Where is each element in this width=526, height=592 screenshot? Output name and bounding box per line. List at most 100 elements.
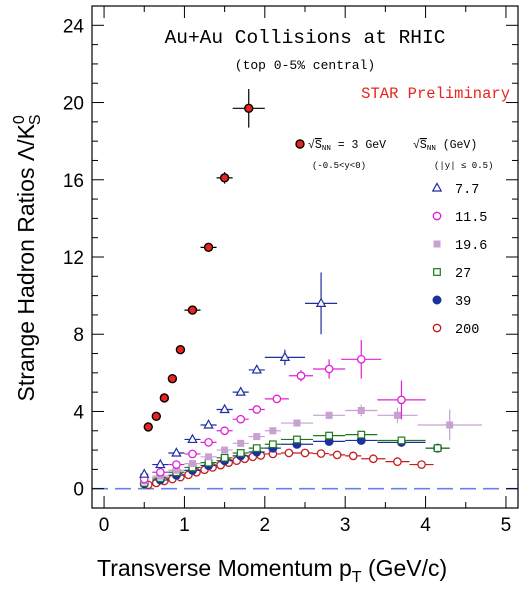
y-tick-label: 20 <box>63 94 84 115</box>
data-point <box>167 373 178 384</box>
x-axis-label: Transverse Momentum pT (GeV/c) <box>97 555 447 586</box>
star-preliminary-label: STAR Preliminary <box>361 85 510 103</box>
data-point <box>272 394 282 404</box>
x-tick-label: 1 <box>179 515 190 536</box>
x-tick-label: 3 <box>340 515 351 536</box>
y-tick-label: 12 <box>63 248 84 269</box>
x-tick-label: 5 <box>501 515 512 536</box>
legend-header-rapidity: (|y| ≤ 0.5) <box>434 161 493 171</box>
legend-entry-39: 39 <box>432 295 471 310</box>
y-tick-label: 0 <box>73 480 84 501</box>
data-point <box>348 451 358 461</box>
legend-marker-200 <box>432 323 442 333</box>
data-point <box>284 448 294 458</box>
data-point <box>220 453 229 462</box>
data-point <box>332 450 342 460</box>
legend-marker-3gev <box>295 139 305 149</box>
data-point <box>220 426 229 436</box>
data-point <box>204 438 213 447</box>
series-3-gev <box>143 89 265 432</box>
chart-title: Au+Au Collisions at RHIC <box>165 27 446 49</box>
legend-label-11-5: 11.5 <box>455 211 487 226</box>
legend-marker-27 <box>433 268 441 276</box>
data-point <box>155 458 166 469</box>
series-200 <box>143 448 434 490</box>
legend-entries: 7.7 11.5 19.6 27 39 200 <box>431 182 487 338</box>
data-point <box>187 305 198 315</box>
data-point <box>252 405 262 414</box>
y-tick-label: 16 <box>63 171 84 192</box>
data-point <box>325 431 334 440</box>
data-point <box>279 351 291 361</box>
data-point <box>253 433 261 441</box>
legend-marker-19-6 <box>433 240 441 248</box>
data-point <box>397 436 406 445</box>
data-point <box>235 386 246 396</box>
data-point <box>236 449 245 457</box>
data-points <box>139 89 482 490</box>
data-point <box>159 393 170 403</box>
data-point <box>139 468 150 478</box>
x-tick-label: 2 <box>260 515 271 536</box>
legend-rapidity-3gev: (-0.5<y<0) <box>312 161 366 171</box>
data-point <box>143 422 153 432</box>
legend-entry-11-5: 11.5 <box>432 211 487 226</box>
chart-subtitle: (top 0-5% central) <box>235 58 375 73</box>
legend-entry-200: 200 <box>432 323 479 338</box>
data-point <box>237 439 245 447</box>
y-tick-label: 4 <box>73 402 84 423</box>
legend-entry-7-7: 7.7 <box>431 182 479 198</box>
data-point <box>357 406 365 414</box>
data-point <box>325 411 333 419</box>
data-point <box>171 447 182 457</box>
data-point <box>172 460 181 469</box>
data-point <box>315 297 327 307</box>
y-tick-label: 24 <box>63 16 85 37</box>
data-point <box>187 433 198 444</box>
legend-label-39: 39 <box>455 295 471 310</box>
data-point <box>175 344 186 355</box>
data-point <box>368 454 378 464</box>
y-tick-label: 8 <box>73 325 84 346</box>
y-axis-label: Strange Hadron Ratios Λ/K0S <box>11 114 44 401</box>
data-point <box>188 449 197 459</box>
data-point <box>300 448 310 458</box>
legend-marker-11-5 <box>432 211 442 221</box>
data-point <box>393 457 402 467</box>
data-point <box>268 440 277 449</box>
legend-marker <box>295 139 305 149</box>
data-point <box>356 354 366 364</box>
data-point <box>155 467 165 477</box>
data-point <box>205 453 213 461</box>
data-point <box>269 427 277 435</box>
data-point <box>357 430 366 439</box>
data-point <box>219 403 230 414</box>
data-point <box>172 466 180 474</box>
data-point <box>203 419 214 429</box>
data-point <box>296 371 306 381</box>
series-7-7 <box>139 272 338 478</box>
legend-header-label: √SNN (GeV) <box>413 138 477 153</box>
data-point <box>219 173 230 183</box>
legend-label-3gev: √SNN = 3 GeV <box>308 138 386 153</box>
series-27 <box>140 430 450 487</box>
data-point <box>433 444 442 453</box>
data-point <box>251 364 262 374</box>
legend-header: √SNN (GeV) (|y| ≤ 0.5) <box>413 138 493 171</box>
x-tick-label: 4 <box>420 515 431 536</box>
data-point <box>393 411 401 419</box>
data-point <box>221 446 229 454</box>
data-point <box>417 460 426 469</box>
legend-entry-27: 27 <box>433 267 471 282</box>
data-point <box>252 444 261 453</box>
data-point <box>203 242 214 253</box>
data-point <box>397 395 406 405</box>
data-point <box>236 414 246 424</box>
legend-label-27: 27 <box>455 267 471 282</box>
legend-marker-39 <box>432 295 442 305</box>
data-point <box>324 364 334 374</box>
legend-3gev: √SNN = 3 GeV (-0.5<y<0) <box>295 138 386 171</box>
legend-label-200: 200 <box>455 323 479 338</box>
legend-label-19-6: 19.6 <box>455 239 487 254</box>
